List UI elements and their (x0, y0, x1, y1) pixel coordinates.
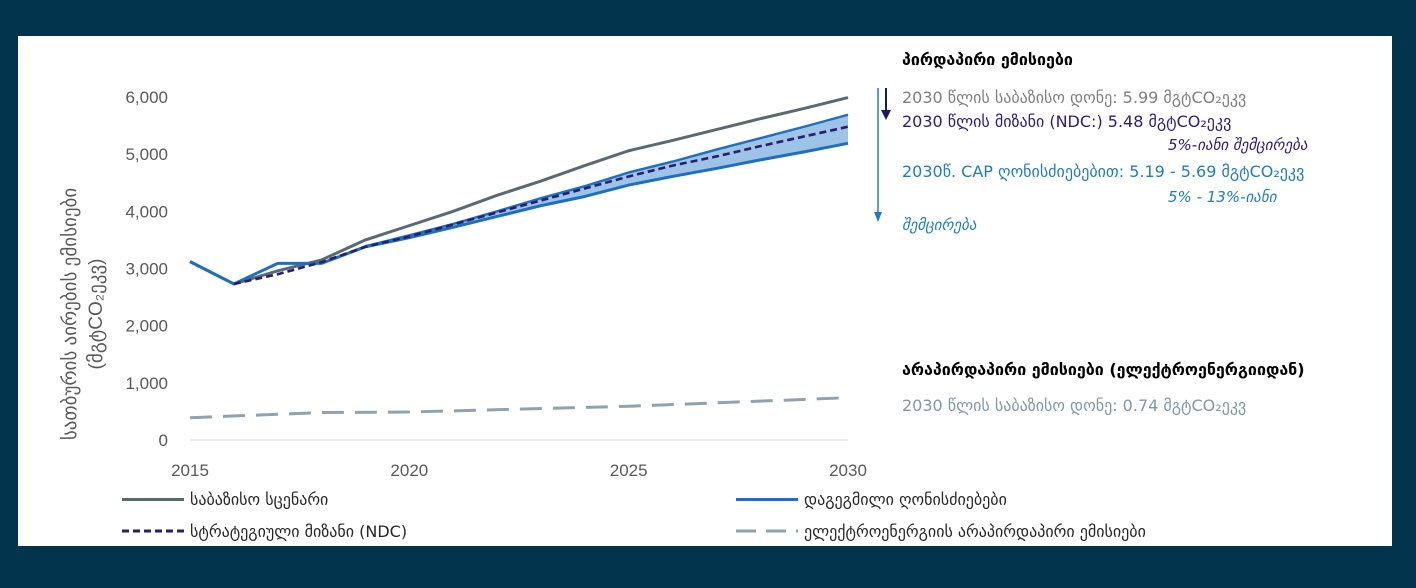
y-axis-unit-label: (მგტCO₂ეკვ) (85, 258, 107, 369)
y-tick-label: 0 (159, 431, 168, 450)
direct-cap-note-2: შემცირება (902, 216, 977, 234)
series-line-0 (189, 96, 849, 286)
direct-emissions-header: პირდაპირი ემისიები (902, 50, 1073, 69)
legend-label-ndc: სტრატეგიული მიზანი (NDC) (190, 521, 408, 541)
legend-item-baseline: საბაზისო სცენარი (122, 488, 328, 510)
direct-baseline-text: 2030 წლის საბაზისო დონე: 5.99 მგტCO₂ეკვ (902, 88, 1247, 107)
y-tick-label: 2,000 (125, 317, 168, 336)
legend-swatch-indirect (736, 529, 798, 533)
chart-panel: 0 1,000 2,000 3,000 4,000 5,000 6,000 2015 2020 2… (18, 36, 1392, 546)
direct-ndc-note: 5%-იანი შემცირება (1168, 136, 1308, 154)
y-tick-label: 4,000 (125, 202, 168, 221)
indirect-baseline-text: 2030 წლის საბაზისო დონე: 0.74 მგტCO₂ეკვ (902, 396, 1247, 415)
emissions-chart: 0 1,000 2,000 3,000 4,000 5,000 6,000 2015 2020 2… (59, 88, 867, 480)
x-tick-label: 2015 (171, 461, 209, 480)
plot-area: 0 1,000 2,000 3,000 4,000 5,000 6,000 2015 2020 2… (125, 88, 866, 480)
series-line-3 (189, 396, 849, 420)
direct-cap-note: 5% - 13%-იანი (1168, 188, 1277, 206)
legend-item-indirect: ელექტროენერგიის არაპირდაპირი ემისიები (736, 520, 1146, 542)
ndc-arrow-head (881, 110, 891, 120)
legend-item-planned: დაგეგმილი ღონისძიებები (736, 488, 1007, 510)
reduction-arrows (874, 88, 891, 222)
legend-label-indirect: ელექტროენერგიის არაპირდაპირი ემისიები (804, 521, 1146, 541)
legend-label-planned: დაგეგმილი ღონისძიებები (804, 489, 1007, 509)
legend-swatch-ndc (122, 529, 184, 533)
y-tick-label: 3,000 (125, 260, 168, 279)
direct-ndc-text: 2030 წლის მიზანი (NDC:) 5.48 მგტCO₂ეკვ (902, 112, 1232, 131)
series-upper-line-1 (189, 113, 849, 286)
legend-item-ndc: სტრატეგიული მიზანი (NDC) (122, 520, 407, 542)
y-axis-label: სათბურის აირების ემისიები (59, 188, 81, 440)
x-tick-label: 2020 (390, 461, 428, 480)
y-tick-label: 5,000 (125, 145, 168, 164)
series-line-2 (233, 125, 849, 286)
direct-cap-text: 2030წ. CAP ღონისძიებებით: 5.19 - 5.69 მგ… (902, 162, 1305, 181)
y-tick-label: 1,000 (125, 374, 168, 393)
legend-swatch-baseline (122, 497, 184, 501)
y-tick-label: 6,000 (125, 88, 168, 107)
indirect-emissions-header: არაპირდაპირი ემისიები (ელექტროენერგიიდან… (902, 360, 1305, 379)
cap-arrow-head (874, 212, 882, 222)
legend-swatch-planned (736, 497, 798, 501)
legend-label-baseline: საბაზისო სცენარი (190, 489, 329, 509)
x-tick-label: 2025 (610, 461, 648, 480)
x-tick-label: 2030 (829, 461, 867, 480)
